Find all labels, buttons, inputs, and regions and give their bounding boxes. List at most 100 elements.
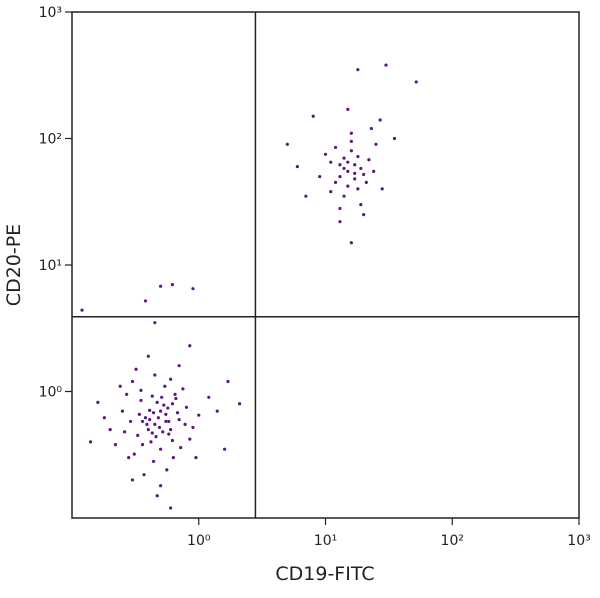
event-point — [164, 412, 168, 416]
event-point — [392, 136, 397, 141]
x-axis-label: CD19-FITC — [275, 563, 374, 585]
event-point — [127, 456, 131, 460]
event-point — [191, 287, 195, 291]
event-point — [329, 190, 333, 194]
event-point — [353, 177, 357, 181]
event-point — [158, 447, 163, 451]
event-point — [215, 409, 219, 413]
event-point — [167, 419, 171, 424]
event-point — [167, 432, 171, 436]
event-point — [156, 416, 160, 420]
event-point — [237, 402, 242, 406]
event-point — [333, 180, 338, 184]
event-point — [120, 409, 125, 413]
x-tick-label: 10⁰ — [187, 533, 211, 549]
event-point — [161, 430, 165, 434]
event-point — [183, 422, 187, 426]
event-point — [171, 456, 175, 460]
event-point — [285, 142, 289, 146]
event-point — [175, 411, 180, 415]
y-tick-label: 10³ — [39, 5, 62, 21]
event-point — [118, 384, 122, 388]
event-point — [353, 163, 357, 167]
event-point — [346, 160, 350, 164]
event-point — [158, 409, 163, 413]
event-point — [346, 184, 350, 188]
event-point — [356, 187, 360, 191]
event-point — [191, 425, 195, 430]
event-point — [150, 394, 154, 398]
event-point — [148, 408, 152, 412]
event-point — [338, 163, 342, 167]
event-point — [342, 194, 346, 198]
event-point — [177, 364, 181, 368]
event-point — [140, 419, 145, 424]
event-point — [353, 171, 357, 175]
event-point — [155, 494, 159, 498]
event-point — [158, 284, 163, 288]
event-point — [153, 373, 157, 377]
event-point — [129, 419, 133, 424]
event-point — [139, 398, 143, 403]
event-point — [96, 400, 100, 405]
event-point — [153, 422, 157, 426]
event-point — [140, 443, 145, 447]
event-point — [166, 406, 170, 410]
event-point — [369, 126, 373, 131]
event-point — [342, 166, 346, 171]
event-point — [367, 158, 371, 162]
event-point — [134, 367, 138, 371]
event-point — [226, 379, 230, 384]
event-point — [146, 354, 150, 358]
event-point — [374, 142, 378, 146]
event-point — [197, 413, 201, 417]
event-point — [149, 440, 153, 444]
event-point — [169, 506, 173, 510]
event-point — [139, 388, 143, 393]
event-point — [372, 169, 376, 173]
event-point — [346, 107, 350, 111]
event-point — [173, 392, 177, 396]
event-point — [170, 402, 175, 406]
event-point — [151, 411, 156, 415]
event-point — [165, 468, 169, 472]
event-point — [80, 308, 84, 312]
event-point — [169, 427, 173, 432]
event-point — [170, 282, 175, 287]
event-point — [356, 154, 360, 159]
event-point — [384, 63, 388, 67]
event-point — [304, 194, 308, 198]
event-point — [125, 392, 129, 396]
event-point — [148, 417, 152, 422]
y-tick-label: 10¹ — [39, 258, 62, 274]
event-point — [359, 203, 363, 207]
event-point — [170, 438, 175, 443]
event-point — [154, 435, 158, 439]
event-point — [356, 68, 360, 72]
event-point — [142, 473, 146, 477]
event-point — [295, 164, 299, 169]
event-point — [342, 156, 346, 160]
y-axis-label: CD20-PE — [3, 224, 25, 306]
event-point — [157, 425, 162, 430]
event-point — [349, 149, 353, 153]
event-point — [349, 131, 353, 135]
x-tick-label: 10² — [441, 533, 464, 549]
event-point — [349, 241, 353, 245]
event-point — [338, 220, 342, 224]
event-point — [194, 456, 198, 460]
event-point — [177, 417, 181, 422]
event-point — [380, 187, 384, 191]
event-point — [364, 180, 368, 184]
event-point — [122, 430, 127, 434]
event-point — [223, 447, 227, 451]
event-point — [174, 396, 178, 401]
event-point — [323, 152, 328, 156]
event-point — [158, 484, 163, 488]
event-point — [179, 446, 183, 450]
event-point — [362, 172, 366, 177]
event-point — [102, 416, 106, 420]
x-tick-label: 10³ — [567, 533, 590, 549]
event-point — [346, 169, 350, 173]
